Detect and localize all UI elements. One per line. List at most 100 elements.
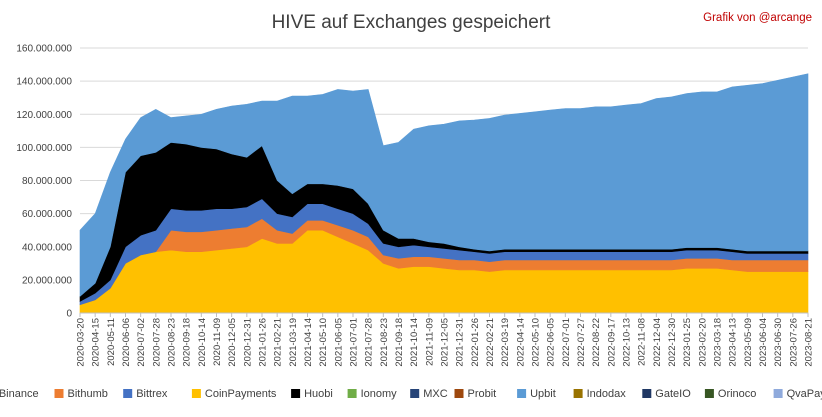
y-tick-label: 60.000.000 [22,209,72,220]
legend-item-coinpayments: CoinPayments [191,388,277,400]
x-tick-label: 2023-05-09 [743,318,754,367]
legend-swatch [573,389,583,398]
x-tick-label: 2022-11-08 [637,318,648,366]
legend-swatch [410,389,420,398]
legend-swatch [123,389,133,398]
legend-label: GateIO [655,388,691,400]
legend-item-gateio: GateIO [642,388,691,400]
legend-label: Bithumb [68,388,108,400]
legend-item-binance: Binance [0,388,39,400]
legend-label: Bittrex [136,388,168,400]
legend: Binance Bithumb Bittrex CoinPayments Huobi Io… [0,388,822,400]
x-tick-label: 2021-07-01 [349,318,360,367]
legend-label: Huobi [304,388,333,400]
x-tick-label: 2022-09-17 [606,318,617,367]
x-tick-label: 2023-02-20 [697,318,708,367]
chart-title: HIVE auf Exchanges gespeichert [272,12,552,33]
legend-item-probit: Probit [454,388,497,400]
x-tick-label: 2020-04-15 [91,318,102,367]
y-tick-label: 40.000.000 [22,242,72,253]
legend-label: Indodax [587,388,627,400]
x-tick-label: 2022-02-21 [485,318,496,367]
y-tick-label: 0 [66,309,72,320]
x-tick-label: 2021-10-14 [409,318,420,367]
x-tick-label: 2021-06-05 [333,318,344,367]
x-tick-label: 2020-07-28 [151,318,162,367]
x-tick-label: 2020-05-11 [106,318,117,366]
x-axis-ticks: 2020-03-20 2020-04-15 2020-05-11 2020-06-06… [76,313,815,367]
y-tick-label: 80.000.000 [22,176,72,187]
x-tick-label: 2020-12-31 [242,318,253,367]
x-tick-label: 2023-04-13 [728,318,739,367]
x-tick-label: 2021-12-31 [455,318,466,367]
legend-item-ionomy: Ionomy [347,388,398,400]
x-tick-label: 2021-05-10 [318,318,329,367]
y-tick-label: 100.000.000 [16,143,72,154]
y-tick-label: 160.000.000 [16,44,72,55]
x-tick-label: 2020-03-20 [76,318,87,367]
legend-swatch [54,389,64,398]
x-tick-label: 2023-06-30 [773,318,784,367]
x-tick-label: 2021-04-14 [303,318,314,367]
x-tick-label: 2023-08-21 [804,318,815,367]
legend-item-upbit: Upbit [517,388,556,400]
x-tick-label: 2020-12-05 [227,318,238,367]
legend-swatch [704,389,714,398]
legend-swatch [291,389,301,398]
legend-swatch [347,389,357,398]
x-tick-label: 2021-09-18 [394,318,405,367]
legend-item-mxc: MXC [410,388,448,400]
legend-item-qvapay: QvaPay [773,388,822,400]
legend-label: QvaPay [787,388,822,400]
x-tick-label: 2021-01-26 [258,318,269,367]
x-tick-label: 2022-10-13 [622,318,633,367]
legend-item-orinoco: Orinoco [704,388,757,400]
legend-label: Orinoco [718,388,757,400]
legend-label: MXC [423,388,448,400]
x-tick-label: 2023-01-25 [682,318,693,367]
y-tick-label: 120.000.000 [16,110,72,121]
y-axis-ticks: 0 20.000.000 40.000.000 60.000.000 80.000.00… [16,44,72,320]
x-tick-label: 2022-08-22 [591,318,602,367]
x-tick-label: 2021-02-21 [273,318,284,367]
x-tick-label: 2022-04-14 [515,318,526,367]
x-tick-label: 2021-11-09 [424,318,435,366]
x-tick-label: 2021-12-05 [440,318,451,367]
legend-swatch [773,389,783,398]
legend-label: Probit [468,388,497,400]
x-tick-label: 2022-12-30 [667,318,678,367]
x-tick-label: 2023-03-18 [713,318,724,367]
x-tick-label: 2020-06-06 [121,318,132,367]
x-tick-label: 2023-07-26 [788,318,799,367]
legend-item-huobi: Huobi [291,388,333,400]
x-tick-label: 2023-06-04 [758,318,769,367]
x-tick-label: 2022-05-10 [531,318,542,367]
x-tick-label: 2022-07-27 [576,318,587,367]
legend-swatch [191,389,201,398]
x-tick-label: 2020-10-14 [197,318,208,367]
legend-item-bithumb: Bithumb [54,388,108,400]
chart-credit: Grafik von @arcange [703,12,812,24]
x-tick-label: 2022-03-19 [500,318,511,367]
x-tick-label: 2020-09-18 [182,318,193,367]
x-tick-label: 2021-07-28 [364,318,375,367]
legend-swatch [642,389,652,398]
x-tick-label: 2021-03-19 [288,318,299,367]
legend-label: Ionomy [361,388,398,400]
x-tick-label: 2020-07-02 [136,318,147,367]
y-tick-label: 140.000.000 [16,77,72,88]
legend-item-bittrex: Bittrex [123,388,168,400]
x-tick-label: 2020-08-23 [167,318,178,367]
y-tick-label: 20.000.000 [22,275,72,286]
area-series-upbit [79,73,809,298]
legend-label: Upbit [530,388,556,400]
x-tick-label: 2022-07-01 [561,318,572,367]
x-tick-label: 2021-08-23 [379,318,390,367]
legend-swatch [454,389,464,398]
legend-label: CoinPayments [205,388,277,400]
x-tick-label: 2020-11-09 [212,318,223,366]
stacked-areas [79,73,809,314]
legend-item-indodax: Indodax [573,388,627,400]
legend-label: Binance [0,388,39,400]
